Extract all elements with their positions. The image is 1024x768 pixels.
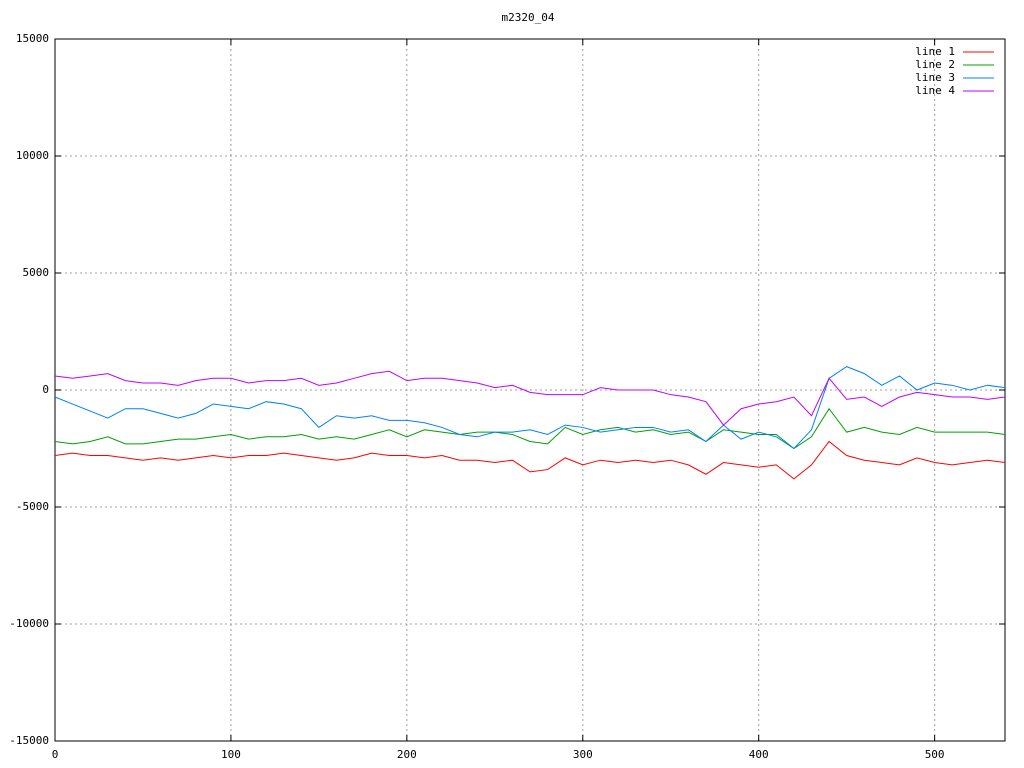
legend-label: line 3 [915,71,955,84]
y-tick-label: -15000 [9,734,49,747]
legend-label: line 2 [915,58,955,71]
legend-label: line 1 [915,45,955,58]
y-tick-label: -10000 [9,617,49,630]
x-tick-label: 200 [397,748,417,761]
y-tick-label: 5000 [23,266,50,279]
line-series [54,407,1006,450]
line-series [54,366,1006,450]
y-tick-label: -5000 [16,500,49,513]
x-tick-label: 0 [52,748,59,761]
x-tick-label: 400 [749,748,769,761]
x-tick-label: 100 [221,748,241,761]
line-series [54,440,1006,480]
line-series [54,370,1006,426]
x-tick-label: 300 [573,748,593,761]
y-tick-label: 15000 [16,32,49,45]
chart-title: m2320_04 [502,11,555,24]
plot-frame [54,38,1006,742]
y-tick-label: 10000 [16,149,49,162]
x-tick-label: 500 [925,748,945,761]
y-tick-label: 0 [42,383,49,396]
legend-label: line 4 [915,84,955,97]
